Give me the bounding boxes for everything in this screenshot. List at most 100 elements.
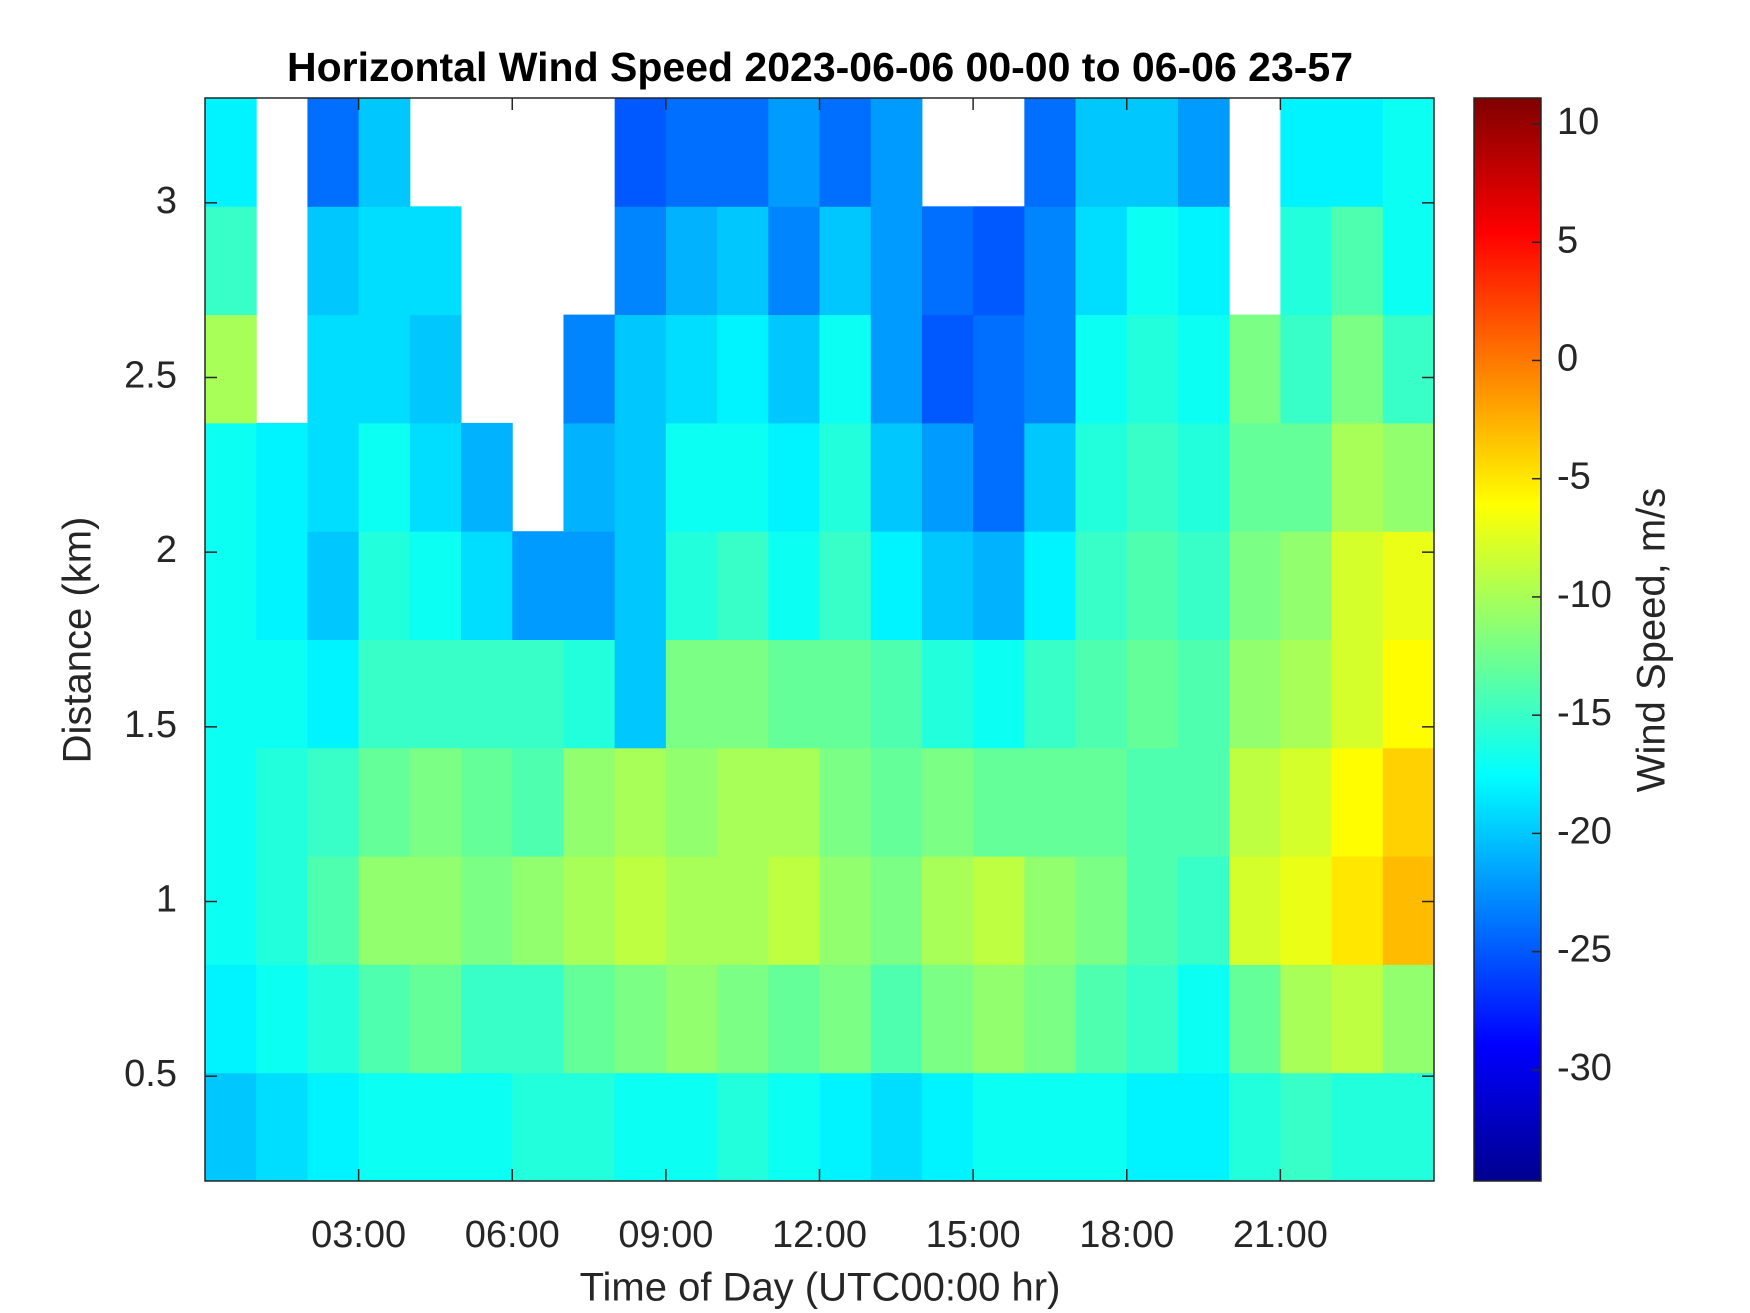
heat-cell xyxy=(1382,98,1435,207)
heat-cell xyxy=(409,856,462,965)
heat-cell xyxy=(1177,314,1230,424)
heat-cell xyxy=(563,1072,616,1182)
heat-cell xyxy=(1280,206,1333,316)
heat-cell xyxy=(563,314,616,424)
heat-cell xyxy=(1024,531,1077,640)
heat-cell xyxy=(768,856,820,965)
heat-cell xyxy=(409,531,462,640)
heat-cell xyxy=(1126,314,1179,424)
heat-cell xyxy=(1024,422,1077,532)
colorbar-tick-label: -20 xyxy=(1557,810,1612,852)
heat-cell xyxy=(717,98,769,207)
heat-cell xyxy=(205,856,257,965)
heat-cell xyxy=(1075,206,1128,316)
heat-cell xyxy=(1024,747,1077,857)
heat-cell xyxy=(256,747,308,857)
heat-cell xyxy=(358,206,411,316)
heat-cell xyxy=(768,314,820,424)
x-tick-label: 21:00 xyxy=(1233,1214,1328,1256)
heat-cell xyxy=(973,747,1025,857)
heat-cell xyxy=(768,98,820,207)
heat-cell xyxy=(870,1072,923,1182)
colorbar-tick-label: 5 xyxy=(1557,219,1578,261)
heat-cell xyxy=(307,1072,360,1182)
heat-cell xyxy=(819,531,872,640)
heat-cell xyxy=(1382,1072,1435,1182)
heat-cell xyxy=(1177,531,1230,640)
heat-cell xyxy=(768,206,820,316)
heat-cell xyxy=(1075,1072,1128,1182)
heat-cell xyxy=(1126,856,1179,965)
heat-cell xyxy=(461,639,513,749)
heat-cell xyxy=(614,314,667,424)
heat-cell xyxy=(512,856,564,965)
heat-cell xyxy=(205,1072,257,1182)
heat-cell xyxy=(1331,98,1384,207)
heat-cell xyxy=(307,639,360,749)
heat-cell xyxy=(1331,531,1384,640)
heat-cell xyxy=(1024,314,1077,424)
heat-cell xyxy=(768,639,820,749)
heat-cell xyxy=(614,422,667,532)
heat-cell xyxy=(614,531,667,640)
heat-cell xyxy=(870,206,923,316)
heat-cell xyxy=(665,747,718,857)
heat-cell xyxy=(819,422,872,532)
heat-cell xyxy=(768,531,820,640)
heat-cell xyxy=(1024,964,1077,1074)
heat-cell xyxy=(307,314,360,424)
heat-cell xyxy=(819,747,872,857)
heat-cell xyxy=(1280,422,1333,532)
heat-cell xyxy=(307,856,360,965)
heat-cell xyxy=(512,531,564,640)
heat-cell xyxy=(1331,747,1384,857)
heat-cell xyxy=(409,1072,462,1182)
heat-cell xyxy=(717,314,769,424)
heat-cell xyxy=(973,856,1025,965)
heat-cell xyxy=(921,964,974,1074)
heat-cell xyxy=(1229,531,1281,640)
heat-cell xyxy=(921,1072,974,1182)
heat-cell xyxy=(1177,747,1230,857)
heat-cell xyxy=(1177,206,1230,316)
heat-cell xyxy=(1331,206,1384,316)
heat-cell xyxy=(307,964,360,1074)
heat-cell xyxy=(358,856,411,965)
heat-cell xyxy=(973,422,1025,532)
heat-cell xyxy=(614,964,667,1074)
heat-cell xyxy=(563,964,616,1074)
heat-cell xyxy=(973,206,1025,316)
heat-cell xyxy=(614,98,667,207)
heat-cell xyxy=(921,747,974,857)
colorbar-tick-label: 10 xyxy=(1557,101,1599,143)
heat-cell xyxy=(1229,747,1281,857)
heat-cell xyxy=(358,314,411,424)
colorbar-tick-label: 0 xyxy=(1557,338,1578,380)
heat-cell xyxy=(358,1072,411,1182)
heat-cell xyxy=(717,964,769,1074)
y-tick-label: 1.5 xyxy=(124,704,177,746)
heat-cell xyxy=(1382,314,1435,424)
heat-cell xyxy=(358,422,411,532)
heat-cell xyxy=(1280,531,1333,640)
heat-cell xyxy=(307,531,360,640)
heat-cell xyxy=(1177,98,1230,207)
heat-cell xyxy=(461,1072,513,1182)
heat-cell xyxy=(870,314,923,424)
heat-cell xyxy=(358,639,411,749)
heat-cell xyxy=(1024,1072,1077,1182)
heat-cell xyxy=(870,639,923,749)
colorbar-tick-label: -25 xyxy=(1557,929,1612,971)
heat-cell xyxy=(307,98,360,207)
heat-cell xyxy=(563,856,616,965)
heat-cell xyxy=(1075,747,1128,857)
heat-cell xyxy=(665,422,718,532)
heat-cell xyxy=(358,531,411,640)
heat-cell xyxy=(717,1072,769,1182)
heat-cell xyxy=(717,856,769,965)
heat-cell xyxy=(1280,1072,1333,1182)
colorbar-label: Wind Speed, m/s xyxy=(1630,488,1674,793)
heat-cell xyxy=(1126,964,1179,1074)
heat-cell xyxy=(256,422,308,532)
